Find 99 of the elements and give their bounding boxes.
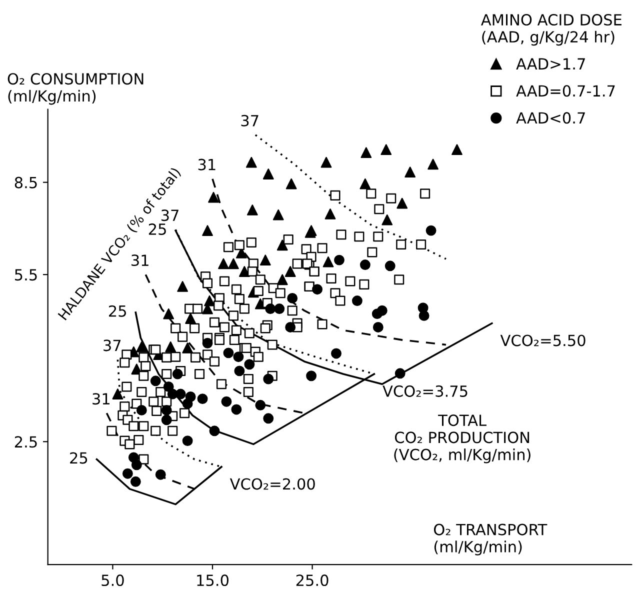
point bbox=[223, 348, 234, 358]
point bbox=[334, 254, 344, 266]
annotation: 25 bbox=[70, 452, 88, 464]
point bbox=[384, 260, 396, 272]
legend-label: AAD>1.7 bbox=[516, 58, 585, 70]
point bbox=[202, 225, 213, 236]
point bbox=[284, 266, 296, 277]
point bbox=[221, 396, 232, 407]
annotation: 31 bbox=[92, 393, 110, 405]
x-tick-label: 25.0 bbox=[296, 574, 328, 586]
point bbox=[161, 414, 172, 426]
point bbox=[360, 178, 371, 190]
annotation: 31 bbox=[198, 158, 216, 170]
point bbox=[197, 394, 208, 404]
point bbox=[255, 400, 266, 410]
point bbox=[272, 209, 284, 220]
point bbox=[182, 342, 193, 354]
point bbox=[185, 313, 196, 324]
x-axis-title: O₂ TRANSPORT (ml/Kg/min) bbox=[434, 524, 548, 556]
point bbox=[372, 322, 384, 332]
y-tick-label: 2.5 bbox=[14, 436, 37, 448]
point bbox=[155, 469, 166, 480]
point bbox=[394, 368, 406, 379]
annotation: 25 bbox=[109, 305, 126, 317]
point bbox=[372, 308, 382, 320]
point bbox=[263, 374, 274, 384]
point bbox=[233, 352, 244, 362]
annotation: VCO₂=3.75 bbox=[382, 385, 468, 397]
point bbox=[165, 341, 176, 352]
legend-title: AMINO ACID DOSE (AAD, g/Kg/24 hr) bbox=[481, 14, 622, 46]
point bbox=[131, 460, 142, 470]
line-series bbox=[254, 134, 447, 260]
point bbox=[182, 398, 193, 409]
point bbox=[276, 240, 288, 251]
point bbox=[209, 426, 220, 436]
annotation: 37 bbox=[104, 340, 121, 352]
point bbox=[246, 204, 258, 216]
point bbox=[360, 260, 370, 270]
x-tick-label: 15.0 bbox=[197, 574, 228, 586]
point bbox=[122, 468, 133, 479]
point bbox=[136, 341, 148, 352]
point bbox=[112, 388, 124, 400]
point bbox=[382, 214, 393, 226]
point bbox=[324, 208, 336, 220]
x-tick-label: 5.0 bbox=[102, 574, 124, 586]
point bbox=[239, 266, 250, 277]
point bbox=[244, 359, 255, 370]
point bbox=[228, 258, 239, 270]
y-tick-label: 8.5 bbox=[14, 176, 37, 188]
annotation: VCO₂=2.00 bbox=[230, 478, 315, 490]
point bbox=[177, 281, 188, 292]
point bbox=[246, 156, 257, 168]
point bbox=[274, 304, 285, 314]
point bbox=[234, 366, 245, 376]
point bbox=[260, 254, 271, 266]
point bbox=[312, 284, 323, 295]
point bbox=[150, 376, 161, 386]
point bbox=[352, 296, 362, 306]
point bbox=[262, 168, 274, 180]
point bbox=[202, 338, 213, 348]
line-series bbox=[212, 178, 447, 346]
point bbox=[182, 436, 193, 446]
y-tick-label: 5.5 bbox=[15, 269, 37, 281]
legend-label: AAD<0.7 bbox=[516, 112, 585, 124]
annotation: 37 bbox=[161, 210, 178, 222]
point bbox=[208, 192, 219, 203]
point bbox=[163, 308, 174, 320]
point bbox=[130, 476, 141, 487]
annotation: VCO₂=5.50 bbox=[500, 334, 586, 346]
point bbox=[452, 144, 462, 156]
point bbox=[418, 310, 430, 321]
point bbox=[231, 404, 242, 415]
point bbox=[263, 413, 274, 424]
point bbox=[218, 258, 229, 270]
point bbox=[380, 144, 392, 156]
annotation: TOTAL CO₂ PRODUCTION (VCO₂, ml/Kg/min) bbox=[394, 414, 530, 464]
y-axis-title: O₂ CONSUMPTION (ml/Kg/min) bbox=[8, 73, 144, 105]
point bbox=[404, 166, 416, 178]
point bbox=[161, 404, 172, 416]
point bbox=[276, 274, 288, 286]
point bbox=[428, 158, 438, 170]
point bbox=[331, 348, 342, 359]
point bbox=[265, 304, 276, 314]
annotation: 31 bbox=[132, 254, 148, 266]
point bbox=[286, 178, 297, 190]
point bbox=[360, 147, 372, 158]
legend-label: AAD=0.7-1.7 bbox=[516, 85, 615, 97]
point bbox=[396, 198, 408, 209]
point bbox=[426, 225, 436, 236]
point bbox=[167, 388, 178, 400]
point bbox=[320, 156, 332, 168]
annotation: 37 bbox=[241, 114, 258, 126]
point bbox=[287, 292, 298, 304]
point bbox=[172, 368, 183, 380]
point bbox=[285, 322, 296, 332]
point bbox=[322, 256, 334, 268]
point bbox=[306, 370, 317, 382]
annotation: 25 bbox=[148, 223, 166, 235]
point bbox=[136, 404, 147, 416]
